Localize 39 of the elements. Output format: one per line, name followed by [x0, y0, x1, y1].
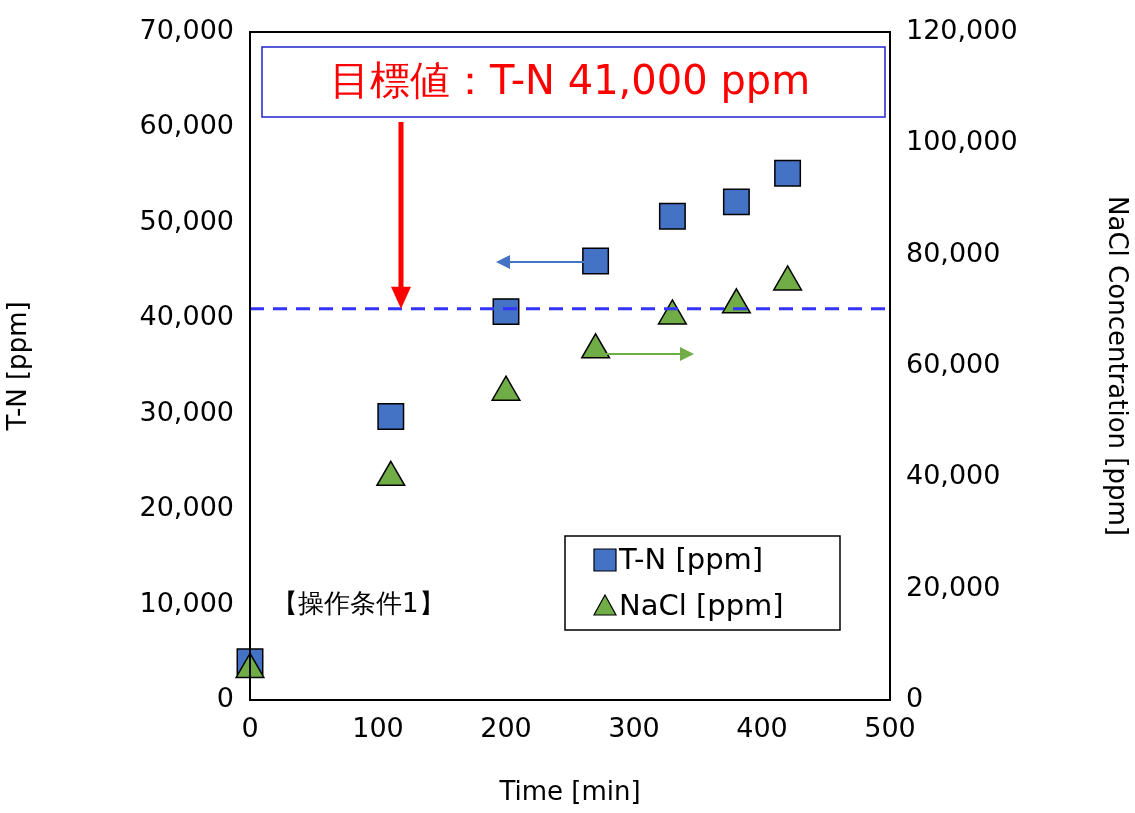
point	[377, 403, 405, 431]
y-tick-label: 0	[216, 682, 234, 714]
y2-tick-label: 80,000	[906, 236, 1001, 268]
y2-tick-label: 120,000	[906, 14, 1018, 46]
y-tick-label: 30,000	[139, 395, 234, 427]
annotation: 【操作条件1】	[272, 587, 445, 618]
annotation: 目標値：T-N 41,000 ppm	[329, 57, 811, 104]
legend-label: NaCl [ppm]	[619, 587, 784, 622]
x-tick-label: 100	[352, 712, 404, 744]
y2-axis-title: NaCl Concentration [ppm]	[1102, 196, 1133, 536]
x-tick-label: 500	[864, 712, 916, 744]
y2-tick-label: 0	[906, 682, 924, 714]
x-axis-title: Time [min]	[498, 776, 641, 807]
x-tick-label: 200	[480, 712, 532, 744]
x-tick-label: 0	[241, 712, 259, 744]
y2-tick-label: 40,000	[906, 459, 1001, 491]
point	[658, 202, 686, 230]
y2-tick-label: 60,000	[906, 348, 1001, 380]
y2-tick-label: 100,000	[906, 125, 1018, 157]
y-axis-title: T-N [ppm]	[2, 301, 33, 432]
point	[722, 188, 750, 216]
point	[492, 298, 520, 326]
y-tick-label: 10,000	[139, 586, 234, 618]
x-tick-label: 300	[608, 712, 660, 744]
point	[580, 333, 611, 359]
point	[582, 247, 610, 275]
y-tick-label: 70,000	[139, 14, 234, 46]
point	[657, 299, 688, 325]
point	[376, 460, 406, 487]
x-tick-label: 400	[736, 712, 788, 744]
point	[491, 375, 521, 401]
point	[772, 265, 803, 291]
y2-tick-label: 20,000	[906, 570, 1001, 602]
point	[774, 159, 802, 187]
legend-label: T-N [ppm]	[618, 541, 764, 576]
y-tick-label: 60,000	[139, 109, 234, 141]
y-tick-label: 40,000	[139, 300, 234, 332]
y-tick-label: 20,000	[139, 491, 234, 523]
y-tick-label: 50,000	[139, 204, 234, 236]
